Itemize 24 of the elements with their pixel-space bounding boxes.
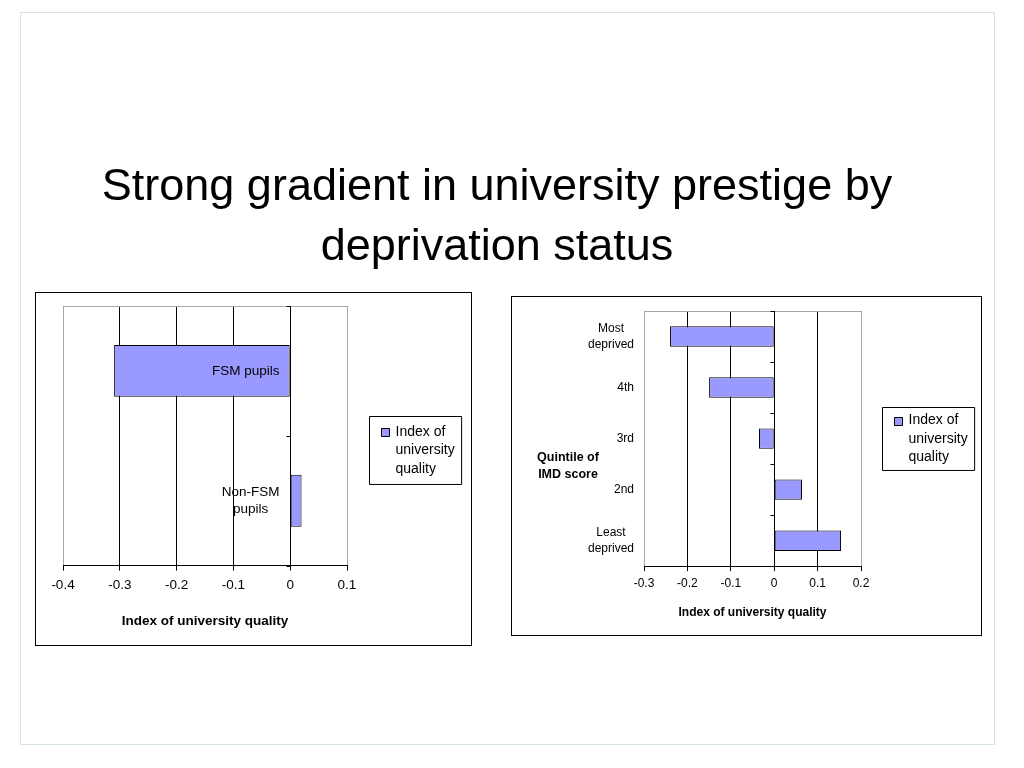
x-tick-label: 0 <box>770 575 778 590</box>
x-axis-title: Index of university quality <box>121 612 289 628</box>
legend-label: Index of university quality <box>395 422 455 476</box>
x-tick-label: -0.4 <box>51 577 76 593</box>
y-tick-label: 4th <box>617 379 634 394</box>
x-tick-label: -0.1 <box>221 577 246 593</box>
y-tick-label: Least deprived <box>587 525 634 555</box>
legend-label: Index of university quality <box>908 411 968 465</box>
y-axis-title: Quintile of IMD score <box>537 449 600 482</box>
x-tick-label: 0.2 <box>852 575 870 590</box>
y-tick-label: FSM pupils <box>211 362 280 378</box>
x-tick-label: -0.3 <box>108 577 132 593</box>
x-tick-label: -0.1 <box>720 575 742 590</box>
x-tick-label: -0.2 <box>677 575 699 590</box>
x-axis-title: Index of university quality <box>678 605 827 620</box>
y-tick-label: Most deprived <box>587 321 634 351</box>
y-tick-label: 2nd <box>613 481 634 496</box>
x-tick-label: -0.2 <box>164 577 189 593</box>
x-tick-label: 0.1 <box>809 575 827 590</box>
y-tick-label: 3rd <box>616 430 634 445</box>
text: Strong gradient in university prestige by deprivation status <box>82 155 912 275</box>
x-tick-label: 0.1 <box>337 577 357 593</box>
x-tick-label: -0.3 <box>633 575 655 590</box>
x-tick-label: 0 <box>286 577 294 593</box>
